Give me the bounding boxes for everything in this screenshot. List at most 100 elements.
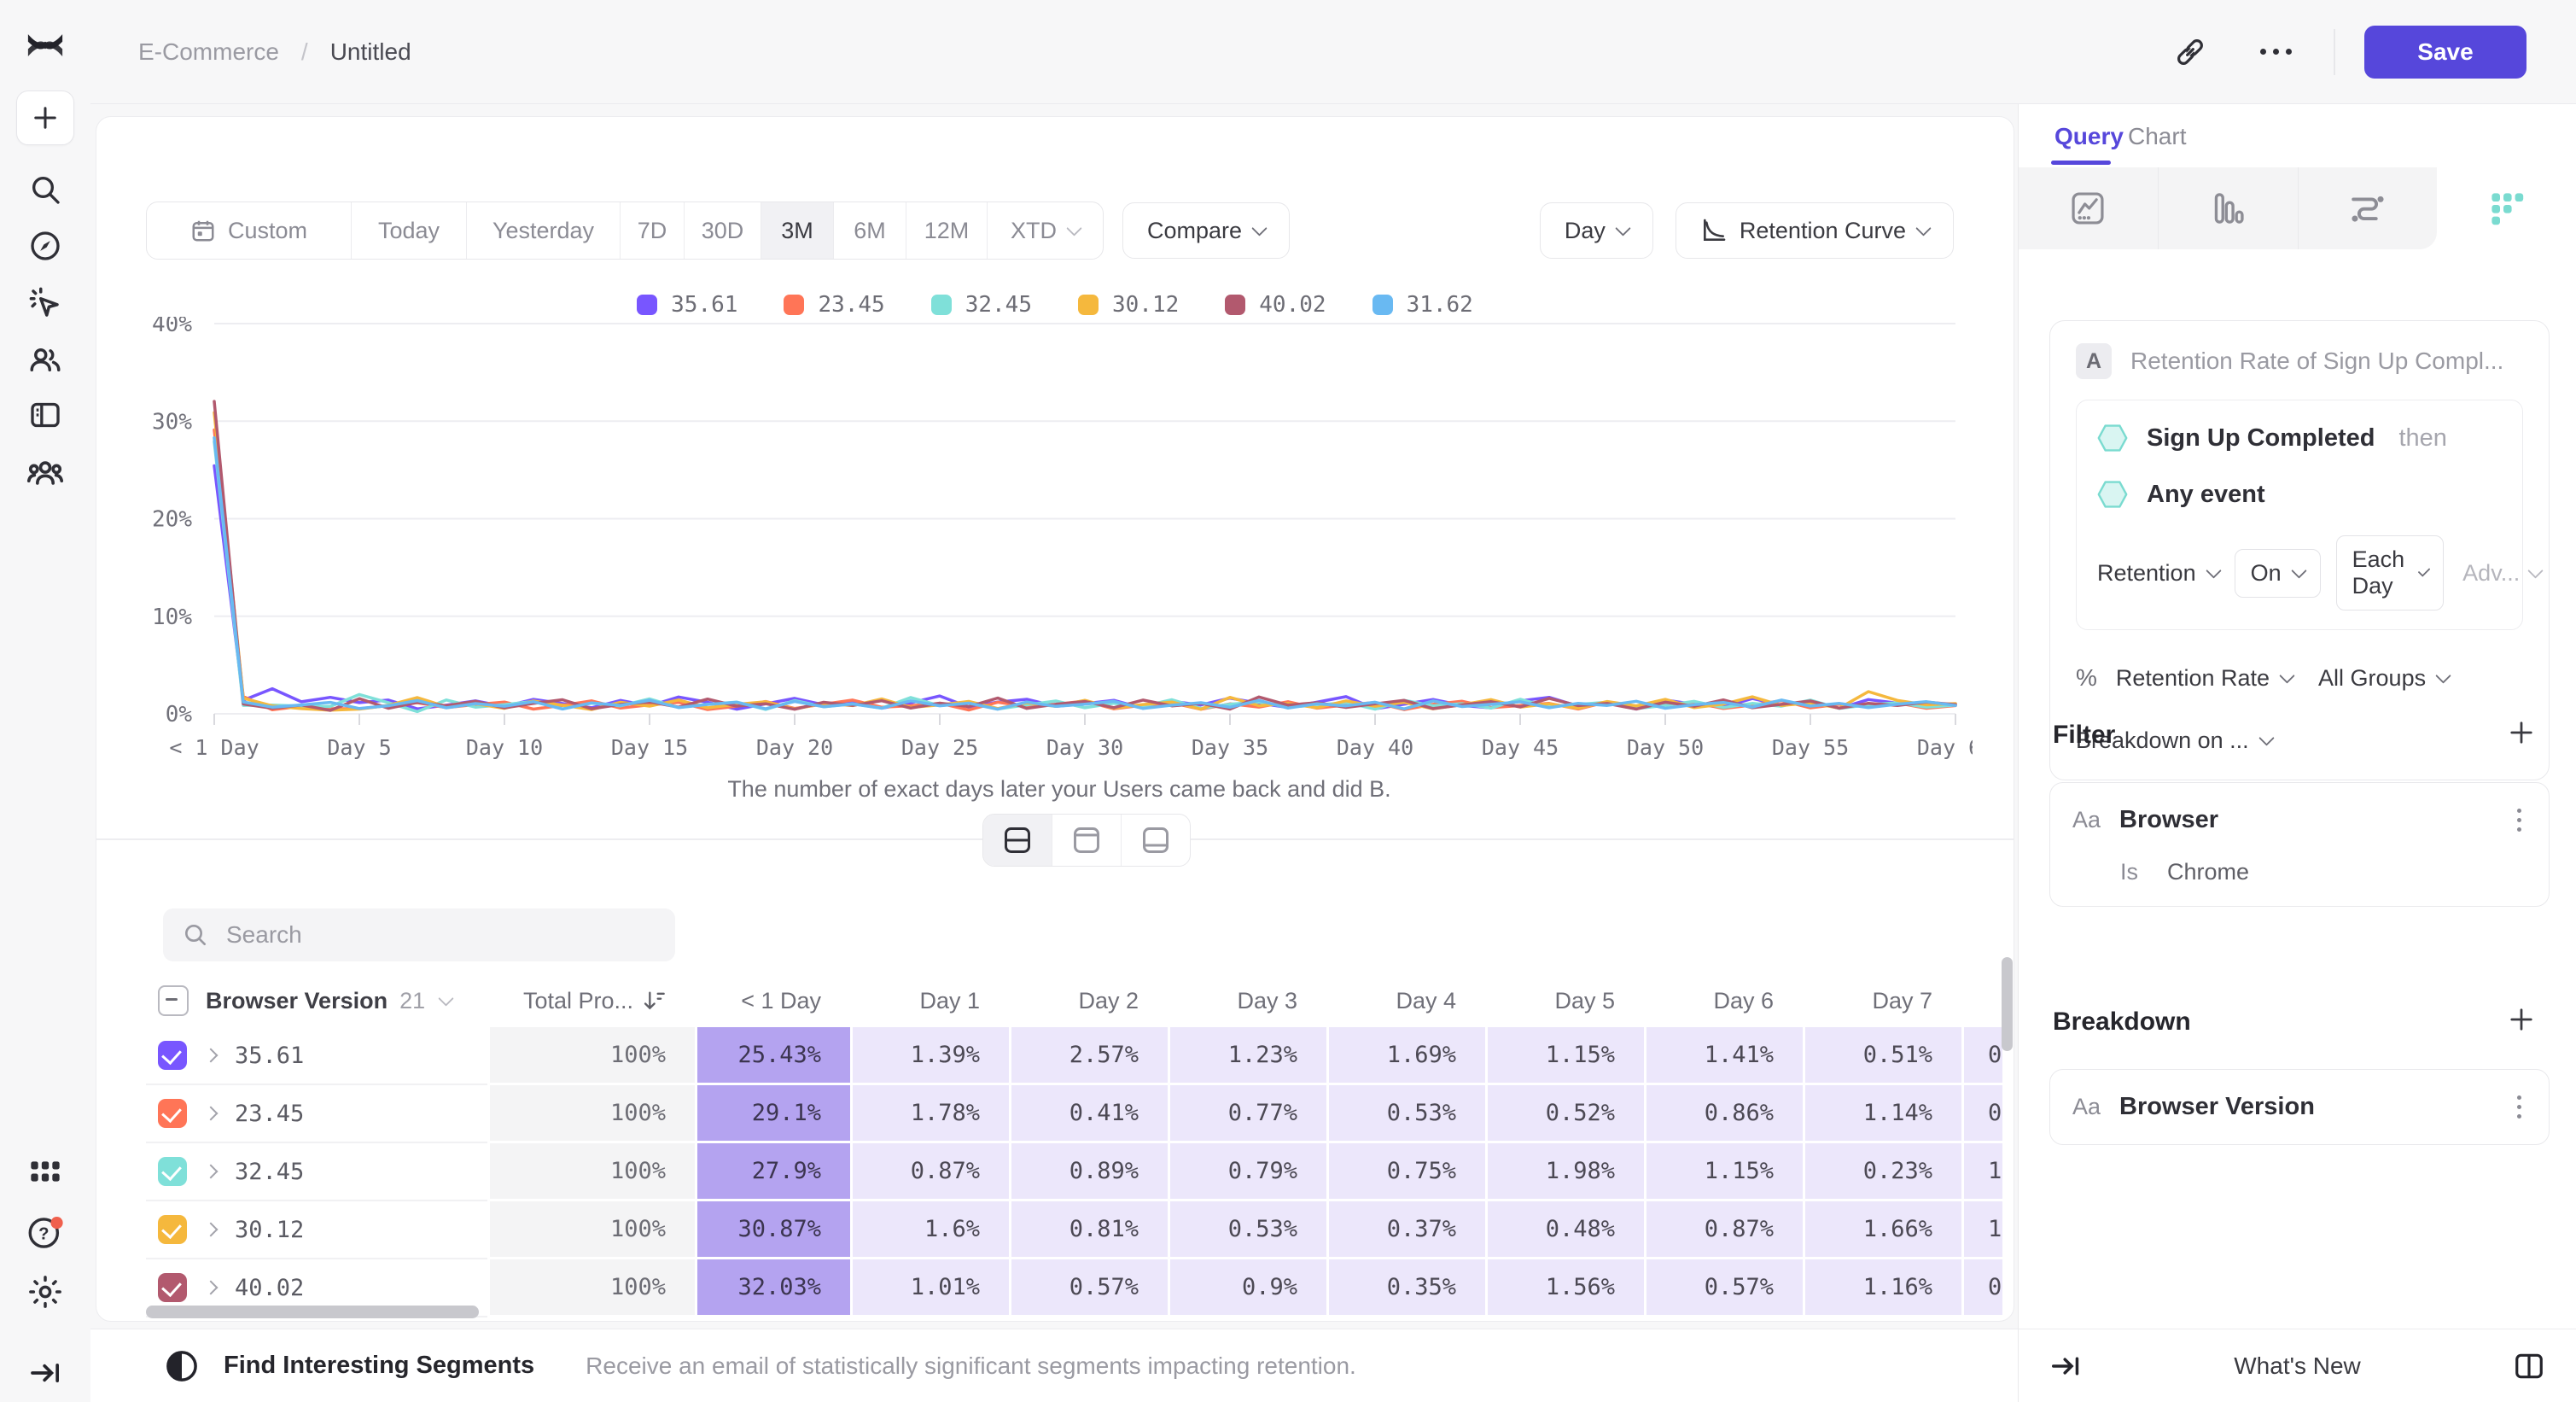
measure-dropdown[interactable]: Retention Rate (2116, 665, 2295, 692)
expand-row-icon[interactable] (203, 1164, 219, 1179)
new-report-button[interactable] (16, 91, 74, 145)
filter-operator[interactable]: Is (2120, 859, 2139, 885)
date-custom-button[interactable]: Custom (147, 202, 352, 259)
compare-button[interactable]: Compare (1122, 202, 1291, 259)
legend-item[interactable]: 30.12 (1078, 292, 1179, 318)
legend-item[interactable]: 35.61 (637, 292, 737, 318)
retention-type-dropdown[interactable]: Retention (2097, 560, 2222, 587)
retention-report-tab[interactable] (2437, 167, 2576, 249)
filter-property[interactable]: Browser (2119, 806, 2219, 833)
legend-item[interactable]: 32.45 (930, 292, 1032, 318)
day-column-header[interactable]: Day 5 (1554, 987, 1615, 1014)
day-cell: 1.39% (850, 1027, 1009, 1085)
day-column-header[interactable]: Day 6 (1713, 987, 1774, 1014)
help-icon[interactable]: ? (26, 1214, 64, 1252)
select-all-checkbox[interactable] (158, 985, 189, 1016)
day-cell: 0.79% (1168, 1143, 1326, 1201)
layout-chart-only-button[interactable] (1052, 815, 1122, 866)
breakdown-property[interactable]: Browser Version (2119, 1093, 2315, 1120)
mixpanel-logo-icon[interactable] (26, 26, 65, 65)
date-today-button[interactable]: Today (352, 202, 467, 259)
layout-split-button[interactable] (983, 815, 1052, 866)
event-row-first[interactable]: Sign Up Completed then (2097, 423, 2502, 453)
settings-gear-icon[interactable] (27, 1274, 63, 1310)
date-xtd-button[interactable]: XTD (988, 202, 1103, 259)
expand-row-icon[interactable] (203, 1106, 219, 1121)
find-segments-link[interactable]: Find Interesting Segments (224, 1352, 535, 1379)
expand-row-icon[interactable] (203, 1222, 219, 1237)
query-title[interactable]: Retention Rate of Sign Up Compl... (2130, 348, 2504, 374)
ai-wand-icon[interactable] (27, 285, 63, 321)
breadcrumb-report-title[interactable]: Untitled (329, 38, 411, 65)
day-column-header[interactable]: Day 2 (1078, 987, 1139, 1014)
apps-grid-icon[interactable] (28, 1154, 62, 1189)
cohorts-icon[interactable] (26, 454, 64, 492)
granularity-dropdown[interactable]: Day (1539, 202, 1653, 259)
row-checkbox[interactable] (158, 1273, 187, 1302)
date-yesterday-button[interactable]: Yesterday (467, 202, 621, 259)
total-column-header[interactable]: Total Pro... (487, 974, 695, 1027)
chart-controls: Day Retention Curve (1539, 202, 1954, 259)
date-30d-button[interactable]: 30D (685, 202, 761, 259)
row-checkbox[interactable] (158, 1099, 187, 1128)
day-cell: 0.48% (1485, 1201, 1644, 1259)
expand-row-icon[interactable] (203, 1280, 219, 1295)
clipped-cell: 0 (1961, 1027, 2002, 1085)
save-button[interactable]: Save (2364, 25, 2526, 79)
search-nav-icon[interactable] (28, 172, 62, 207)
each-day-dropdown[interactable]: Each Day (2335, 535, 2445, 610)
event-row-return[interactable]: Any event (2097, 479, 2502, 510)
legend-item[interactable]: 31.62 (1372, 292, 1473, 318)
row-checkbox[interactable] (158, 1157, 187, 1186)
boards-icon[interactable] (28, 398, 62, 432)
advanced-dropdown[interactable]: Adv... (2462, 560, 2544, 587)
search-input[interactable] (224, 920, 656, 949)
layout-table-only-button[interactable] (1122, 815, 1190, 866)
horizontal-scrollbar[interactable] (146, 1306, 479, 1318)
legend-item[interactable]: 23.45 (784, 292, 885, 318)
expand-sidebar-icon[interactable] (28, 1356, 62, 1390)
add-filter-button[interactable] (2504, 716, 2538, 750)
day-column-header[interactable]: Day 3 (1237, 987, 1297, 1014)
copy-link-icon[interactable] (2166, 28, 2214, 76)
filter-section-title: Filter (2053, 721, 2116, 749)
date-3m-button[interactable]: 3M (761, 202, 834, 259)
on-dropdown[interactable]: On (2234, 548, 2321, 598)
day-cell: 0.75% (1326, 1143, 1485, 1201)
table-group-header[interactable]: Browser Version 21 (146, 974, 487, 1027)
more-options-icon[interactable] (2252, 28, 2299, 76)
insights-report-tab[interactable] (2019, 167, 2159, 249)
groups-dropdown[interactable]: All Groups (2318, 665, 2451, 692)
row-checkbox[interactable] (158, 1041, 187, 1070)
tab-query[interactable]: Query (2054, 123, 2124, 149)
breakdown-options-icon[interactable] (2512, 1090, 2526, 1124)
expand-row-icon[interactable] (203, 1048, 219, 1063)
breakdown-on-dropdown[interactable]: Breakdown on ... (2076, 727, 2275, 754)
collapse-panel-icon[interactable] (2049, 1350, 2082, 1382)
whats-new-link[interactable]: What's New (2234, 1352, 2361, 1379)
legend-item[interactable]: 40.02 (1225, 292, 1326, 318)
day-column-header[interactable]: Day 7 (1872, 987, 1932, 1014)
add-breakdown-button[interactable] (2504, 1002, 2538, 1037)
side-by-side-icon[interactable] (2513, 1350, 2545, 1382)
date-7d-button[interactable]: 7D (621, 202, 685, 259)
day-column-header[interactable]: Day 1 (919, 987, 980, 1014)
topbar-divider (2334, 28, 2335, 75)
users-icon[interactable] (27, 342, 63, 377)
day-column-header[interactable]: < 1 Day (741, 987, 821, 1014)
funnels-report-tab[interactable] (2158, 167, 2299, 249)
row-checkbox[interactable] (158, 1215, 187, 1244)
flows-report-tab[interactable] (2298, 167, 2438, 249)
explore-compass-icon[interactable] (28, 229, 62, 263)
breadcrumb-project[interactable]: E-Commerce (138, 38, 279, 65)
chart-type-dropdown[interactable]: Retention Curve (1675, 202, 1954, 259)
date-12m-button[interactable]: 12M (906, 202, 988, 259)
vertical-scrollbar[interactable] (2002, 957, 2013, 1051)
date-6m-button[interactable]: 6M (834, 202, 906, 259)
day-column-header[interactable]: Day 4 (1396, 987, 1456, 1014)
table-row: 30.12 100% 30.87% 1.6% 0.81% 0.53% 0.37% 0.48% 0… (146, 1201, 2002, 1259)
tab-chart[interactable]: Chart (2128, 123, 2187, 149)
filter-options-icon[interactable] (2512, 803, 2526, 837)
filter-value[interactable]: Chrome (2167, 859, 2250, 885)
day-cell: 1.98% (1485, 1143, 1644, 1201)
